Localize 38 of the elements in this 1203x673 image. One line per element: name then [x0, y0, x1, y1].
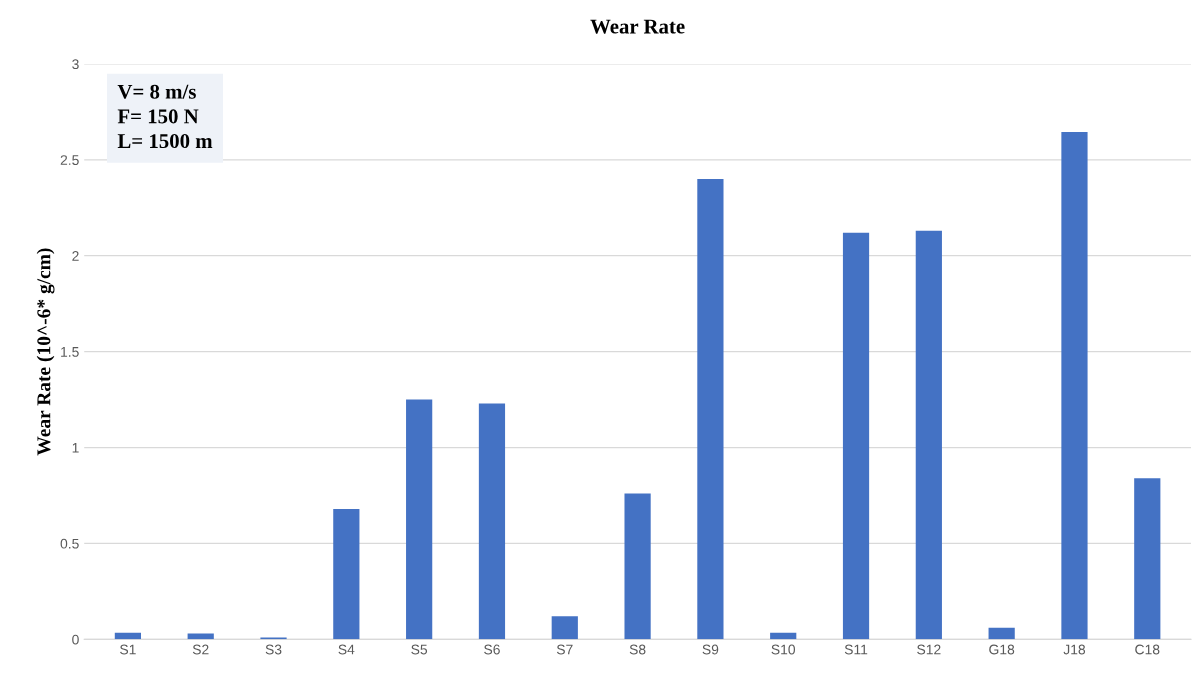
chart-title: Wear Rate — [590, 19, 685, 34]
bar — [478, 403, 506, 640]
x-tick-label: S4 — [338, 644, 355, 655]
x-tick-label: J18 — [1063, 644, 1086, 655]
x-tick-label: G18 — [989, 644, 1015, 655]
x-tick-label: S3 — [265, 644, 282, 655]
y-tick-label: 0.5 — [60, 538, 79, 549]
bar — [1061, 132, 1088, 640]
bar — [1134, 478, 1161, 640]
bar — [406, 399, 433, 640]
bar — [551, 616, 578, 640]
x-tick-label: S6 — [484, 644, 500, 655]
annotation: F= 150 N — [117, 109, 199, 124]
bar — [333, 508, 360, 640]
bar — [915, 230, 942, 640]
y-axis-title: Wear Rate (10^-6* g/cm) — [36, 248, 55, 456]
x-tick-label: S10 — [771, 644, 796, 655]
y-tick-label: 1 — [72, 443, 79, 453]
bar — [697, 179, 724, 640]
y-tick-label: 1.5 — [61, 347, 79, 357]
x-tick-label: S11 — [844, 644, 868, 655]
y-tick-label: 3 — [72, 59, 79, 70]
bar — [624, 493, 651, 640]
x-tick-label: S9 — [702, 644, 719, 655]
x-tick-label: S12 — [917, 644, 941, 655]
x-tick-label: C18 — [1135, 644, 1160, 655]
annotation: V= 8 m/s — [117, 84, 196, 99]
y-tick-label: 0 — [72, 634, 79, 645]
bar — [988, 627, 1015, 640]
bar — [842, 232, 870, 640]
y-tick-label: 2.5 — [60, 155, 79, 166]
annotation: L= 1500 m — [117, 134, 213, 149]
x-tick-label: S2 — [192, 644, 209, 655]
x-tick-label: S1 — [120, 644, 136, 655]
x-tick-label: S8 — [629, 644, 646, 655]
x-tick-label: S7 — [556, 644, 573, 655]
y-tick-label: 2 — [72, 251, 79, 261]
x-tick-label: S5 — [411, 644, 428, 655]
